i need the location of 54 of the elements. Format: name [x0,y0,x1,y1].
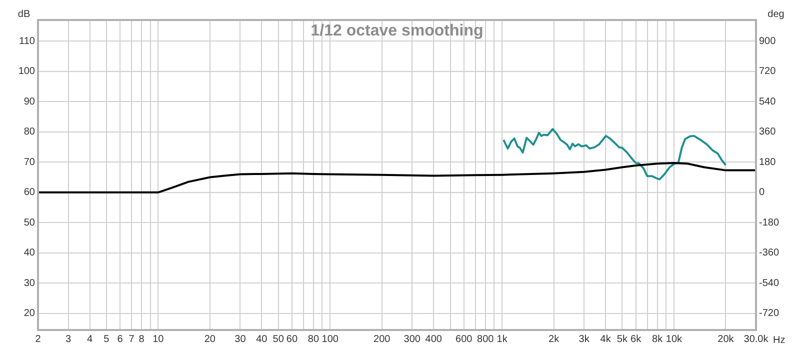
x-axis-title: Hz [773,334,786,346]
x-tick-label: 300 [404,334,421,345]
x-tick-label: 1k [496,334,508,345]
y2-tick-label: -540 [759,278,780,289]
x-tick-label: 20k [718,334,735,345]
x-tick-label: 20 [204,334,216,345]
y-tick-label: 20 [24,308,36,320]
y2-tick-label: -360 [759,248,780,259]
x-tick-label: 200 [374,334,391,345]
x-tick-label: 2 [35,334,42,345]
x-tick-label: 7 [128,334,135,345]
x-tick-label: 8 [138,334,145,345]
x-tick-label: 6k [630,334,642,345]
y-tick-label: 100 [18,66,36,78]
y2-tick-label: 900 [759,36,776,47]
y-tick-label: 40 [24,248,36,259]
x-tick-label: 30 [234,334,246,345]
x-tick-label: 600 [456,334,473,345]
y2-tick-label: -180 [759,217,780,228]
x-tick-label: 60 [286,334,298,345]
y2-tick-label: 180 [759,156,776,168]
y-tick-label: 110 [19,36,36,47]
x-tick-label: 6 [117,334,124,345]
x-tick-label: 4 [86,334,93,345]
x-tick-label: 8k [652,334,664,345]
y-tick-label: 80 [24,126,36,138]
x-tick-label: 2k [548,334,560,345]
x-tick-label: 10k [666,334,684,345]
x-tick-label: 800 [477,334,494,345]
chart-title: 1/12 octave smoothing [310,22,484,40]
y-tick-label: 90 [24,96,36,108]
y-tick-label: 30 [24,278,36,289]
x-tick-label: 4k [600,334,612,345]
y2-tick-label: 0 [759,187,765,198]
y-axis-title: dB [18,8,30,20]
y2-axis-title: deg [768,8,784,20]
y2-tick-label: 360 [759,126,776,138]
x-tick-label: 80 [308,334,320,345]
x-tick-label: 50 [272,334,284,345]
x-tick-label: 30.0k [744,334,770,345]
y-tick-label: 60 [24,187,36,198]
x-tick-label: 100 [322,334,339,345]
y-tick-label: 70 [24,156,36,168]
x-tick-label: 5k [616,334,628,345]
y2-tick-label: -720 [759,308,780,320]
x-tick-label: 40 [256,334,268,345]
x-tick-label: 5 [104,334,110,345]
x-tick-label: 10 [152,334,164,345]
x-tick-label: 3k [578,334,590,345]
y2-tick-label: 720 [759,66,776,78]
y2-tick-label: 540 [759,96,776,108]
x-tick-label: 3 [65,334,72,345]
y-tick-label: 50 [24,217,36,228]
x-tick-label: 400 [425,334,442,345]
